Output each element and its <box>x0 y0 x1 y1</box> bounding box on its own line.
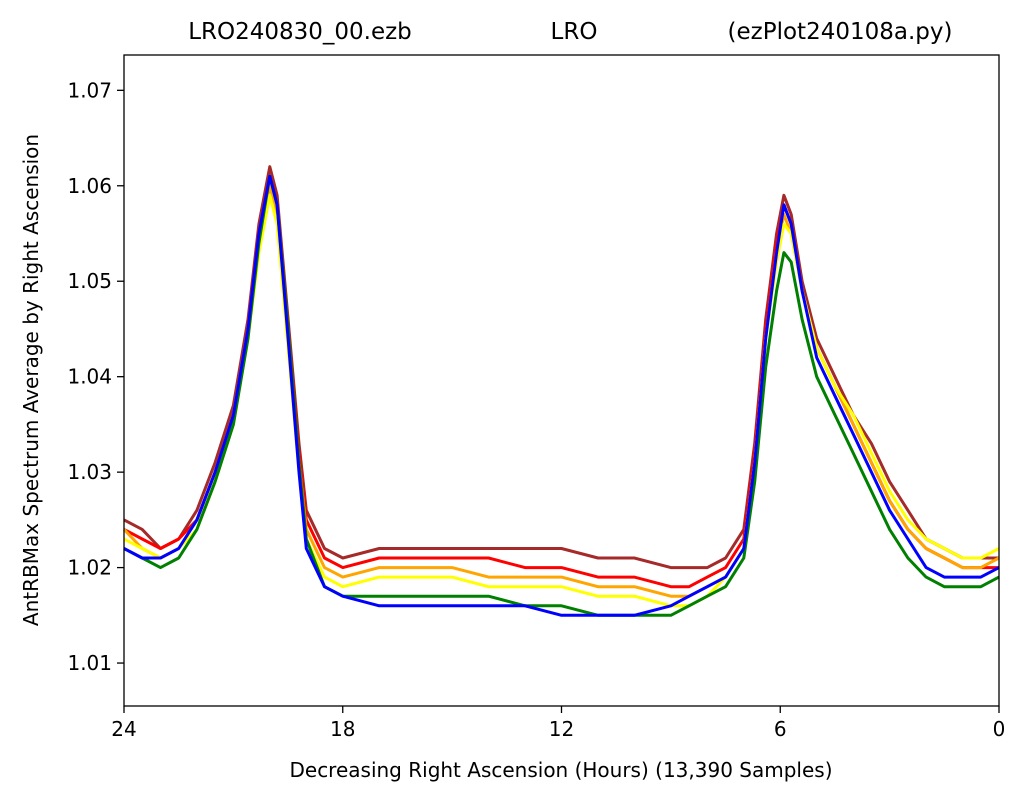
y-tick-label: 1.01 <box>67 651 112 675</box>
plot-lines <box>122 165 1000 617</box>
x-axis: 24 18 12 6 0 <box>111 706 1005 741</box>
series-line-6 <box>123 174 1000 617</box>
y-tick-label: 1.04 <box>67 365 112 389</box>
x-tick-label: 18 <box>330 717 355 741</box>
y-axis: 1.01 1.02 1.03 1.04 1.05 1.06 1.07 <box>67 78 124 675</box>
title-right: (ezPlot240108a.py) <box>728 19 953 45</box>
series-line-2 <box>123 174 999 589</box>
y-tick-label: 1.02 <box>67 556 112 580</box>
plot-frame <box>123 54 1000 707</box>
y-tick-label: 1.07 <box>67 78 112 102</box>
y-axis-label: AntRBMax Spectrum Average by Right Ascen… <box>19 134 43 626</box>
x-tick-label: 6 <box>774 717 787 741</box>
series-line-1 <box>123 165 999 570</box>
title-center: LRO <box>551 19 598 45</box>
x-tick-label: 0 <box>993 717 1006 741</box>
y-tick-label: 1.03 <box>67 460 112 484</box>
y-tick-label: 1.05 <box>67 269 112 293</box>
x-tick-label: 12 <box>549 717 574 741</box>
y-tick-label: 1.06 <box>67 174 112 198</box>
x-tick-label: 24 <box>111 717 136 741</box>
x-axis-label: Decreasing Right Ascension (Hours) (13,3… <box>289 758 832 782</box>
title-left: LRO240830_00.ezb <box>188 19 412 45</box>
